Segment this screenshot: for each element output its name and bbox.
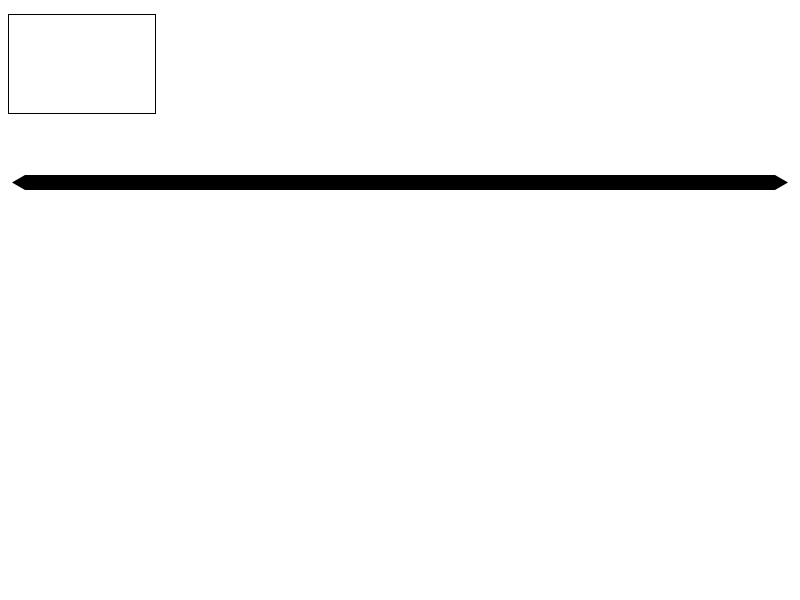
ensemble-panel [8, 14, 156, 131]
colorbar-gradient [13, 176, 787, 189]
colorbar-frame [12, 175, 788, 190]
colorbar [12, 161, 788, 190]
ensemble-member-label [8, 114, 156, 131]
map-frame [8, 14, 156, 114]
precip-map-canvas [9, 15, 155, 113]
map-row-1 [0, 14, 800, 131]
colorbar-tick-labels [12, 161, 788, 175]
header [0, 0, 800, 7]
